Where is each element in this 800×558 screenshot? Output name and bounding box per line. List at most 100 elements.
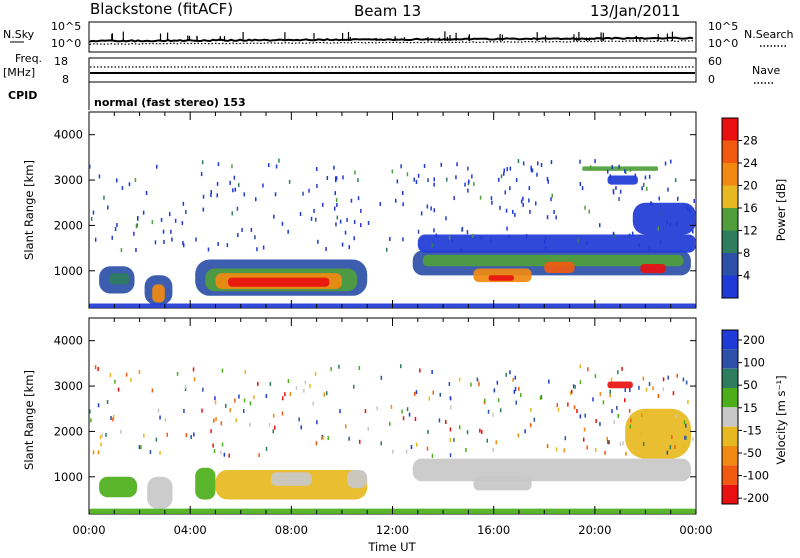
velocity-speckle bbox=[599, 392, 602, 396]
power-speckle bbox=[342, 175, 344, 180]
velocity-speckle bbox=[579, 380, 582, 385]
power-speckle bbox=[460, 247, 462, 252]
power-region-15 bbox=[632, 202, 696, 235]
power-speckle bbox=[491, 200, 493, 205]
time-axis-labels: 00:00 04:00 08:00 12:00 16:00 20:00 00:00 bbox=[72, 523, 712, 537]
power-speckle bbox=[262, 245, 265, 250]
velocity-speckle bbox=[557, 407, 560, 412]
velocity-speckle bbox=[358, 366, 361, 370]
power-speckle bbox=[335, 176, 337, 181]
power-speckle bbox=[505, 208, 508, 213]
velocity-speckle bbox=[101, 433, 103, 438]
velocity-speckle bbox=[583, 427, 586, 432]
noise-traces bbox=[89, 31, 694, 46]
velocity-speckle bbox=[556, 403, 558, 408]
power-speckle bbox=[509, 166, 512, 171]
power-colorbar-label: Power [dB] bbox=[774, 179, 788, 242]
power-speckle bbox=[135, 248, 137, 252]
y-tick-label: 1000 bbox=[54, 264, 83, 278]
power-speckle bbox=[182, 201, 185, 206]
velocity-speckle bbox=[257, 381, 259, 386]
velocity-colorbar-tick-label: 200 bbox=[743, 333, 765, 347]
velocity-speckle bbox=[410, 445, 413, 449]
velocity-speckle bbox=[272, 429, 274, 434]
velocity-speckle bbox=[402, 416, 405, 421]
power-speckle bbox=[581, 186, 584, 191]
power-heatmap-cells bbox=[89, 158, 696, 308]
velocity-speckle bbox=[243, 398, 246, 403]
power-speckle bbox=[335, 222, 337, 227]
velocity-speckle bbox=[184, 387, 187, 392]
velocity-speckle bbox=[193, 377, 196, 382]
power-speckle bbox=[334, 191, 336, 196]
velocity-colorbar: 200 100 50 15 -15 -50 -100 -200 bbox=[721, 329, 769, 505]
power-region-3 bbox=[152, 284, 165, 303]
power-speckle bbox=[648, 174, 651, 179]
velocity-speckle bbox=[110, 416, 112, 420]
power-speckle bbox=[599, 223, 601, 228]
velocity-speckle bbox=[140, 445, 142, 450]
power-speckle bbox=[250, 227, 253, 232]
power-speckle bbox=[448, 235, 451, 240]
velocity-colorbar-swatch bbox=[722, 407, 738, 427]
nave-label: Nave bbox=[752, 64, 780, 77]
velocity-speckle bbox=[609, 393, 611, 398]
velocity-speckle bbox=[445, 420, 447, 424]
velocity-speckle bbox=[345, 424, 347, 429]
x-tick-label: 04:00 bbox=[174, 523, 207, 537]
velocity-speckle bbox=[496, 380, 499, 385]
power-speckle bbox=[413, 177, 415, 182]
velocity-speckle bbox=[223, 452, 226, 457]
velocity-speckle bbox=[602, 400, 605, 405]
power-speckle bbox=[461, 227, 463, 232]
power-speckle bbox=[490, 196, 493, 201]
velocity-speckle bbox=[112, 415, 115, 419]
power-speckle bbox=[360, 223, 362, 228]
power-speckle bbox=[667, 187, 669, 192]
power-speckle bbox=[544, 236, 547, 241]
y-tick-label: 1000 bbox=[54, 470, 83, 484]
velocity-speckle bbox=[493, 388, 496, 393]
power-speckle bbox=[609, 174, 611, 179]
power-speckle bbox=[540, 163, 543, 167]
power-speckle bbox=[156, 164, 158, 169]
power-speckle bbox=[334, 206, 336, 211]
power-speckle bbox=[586, 241, 588, 246]
power-speckle bbox=[137, 216, 139, 220]
power-speckle bbox=[90, 216, 93, 221]
power-speckle bbox=[480, 235, 483, 240]
velocity-speckle bbox=[539, 395, 542, 400]
velocity-speckle bbox=[431, 453, 434, 458]
velocity-speckle bbox=[624, 398, 626, 403]
power-speckle bbox=[322, 202, 324, 207]
velocity-speckle bbox=[166, 432, 168, 437]
velocity-region-6 bbox=[412, 458, 691, 482]
velocity-speckle bbox=[492, 412, 494, 417]
noise-panel-frame bbox=[88, 21, 697, 53]
power-colorbar-tick-label: 8 bbox=[743, 246, 750, 260]
velocity-speckle bbox=[432, 390, 434, 395]
power-speckle bbox=[341, 242, 344, 247]
power-speckle bbox=[618, 164, 620, 169]
velocity-speckle bbox=[518, 386, 520, 391]
velocity-speckle bbox=[201, 408, 203, 413]
velocity-speckle bbox=[517, 433, 520, 438]
velocity-speckle bbox=[642, 442, 645, 446]
power-colorbar-swatch bbox=[722, 253, 738, 276]
velocity-speckle bbox=[470, 382, 472, 387]
power-speckle bbox=[530, 168, 533, 173]
velocity-colorbar-swatch bbox=[722, 330, 738, 350]
velocity-colorbar-tick-label: 100 bbox=[743, 356, 765, 370]
velocity-region-9 bbox=[607, 381, 633, 389]
y-tick-label: 3000 bbox=[54, 173, 83, 187]
velocity-speckle bbox=[619, 442, 622, 447]
power-speckle bbox=[433, 208, 435, 213]
power-speckle bbox=[278, 158, 280, 163]
velocity-speckle bbox=[584, 413, 586, 418]
power-speckle bbox=[151, 220, 154, 225]
velocity-speckle bbox=[408, 412, 411, 417]
velocity-speckle bbox=[458, 377, 461, 382]
velocity-speckle bbox=[390, 404, 393, 409]
velocity-speckle bbox=[414, 417, 417, 421]
power-speckle bbox=[577, 238, 579, 243]
